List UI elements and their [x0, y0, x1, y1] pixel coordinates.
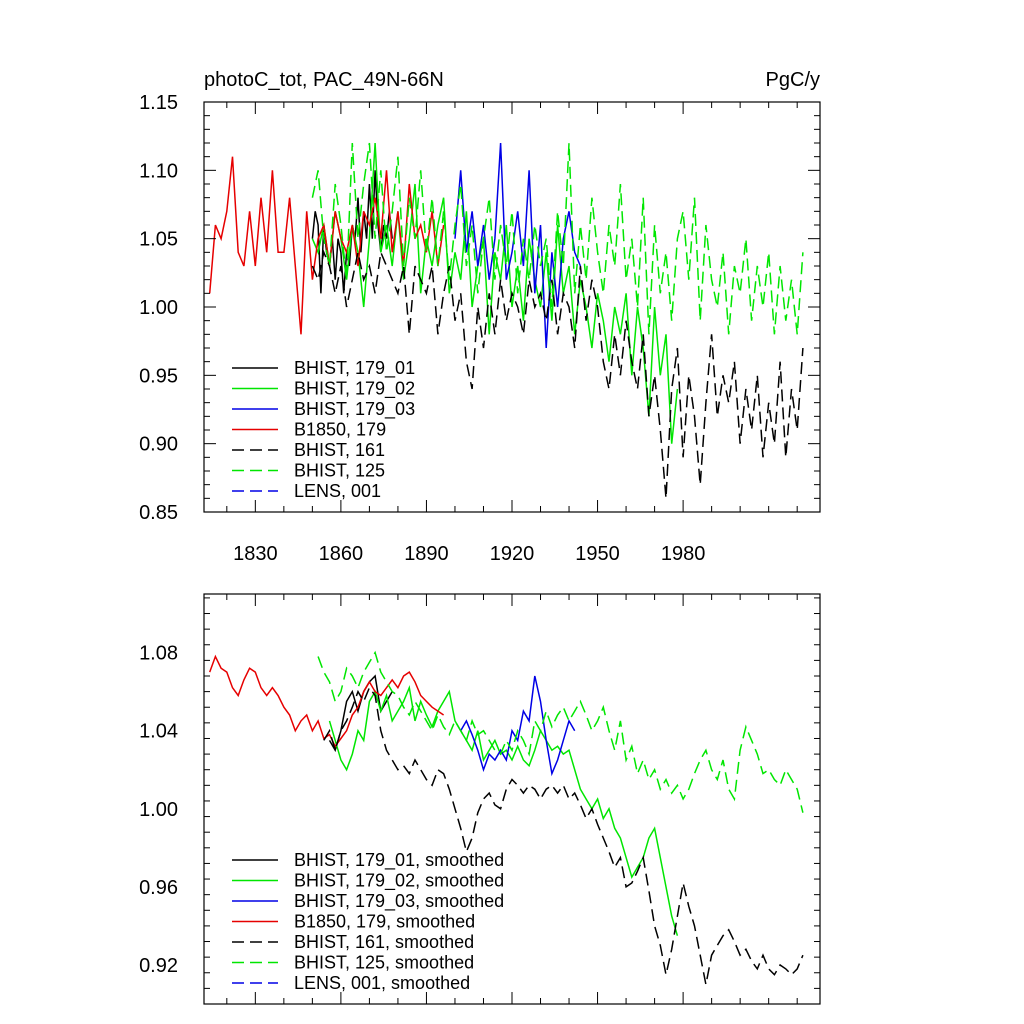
y-tick-label: 0.85 [139, 502, 178, 524]
y-tick-label: 0.96 [139, 877, 178, 899]
legend-label: BHIST, 179_02, smoothed [294, 871, 504, 892]
top-chart-title: photoC_tot, PAC_49N-66N [204, 69, 444, 91]
bottom-series-lines [208, 650, 804, 985]
legend-label: LENS, 001 [294, 481, 381, 501]
x-tick-label: 1980 [661, 543, 706, 565]
series-line-1-4 [323, 686, 804, 985]
legend-label: B1850, 179 [294, 420, 386, 440]
series-line-0-1 [311, 142, 679, 444]
x-tick-label: 1920 [490, 543, 535, 565]
bottom-axis-ticks: 0.92 0.96 1.00 1.04 1.08 [139, 594, 820, 1005]
x-tick-label: 1830 [233, 543, 278, 565]
y-tick-label: 1.04 [139, 721, 178, 743]
series-line-0-5 [311, 142, 804, 335]
x-tick-label: 1950 [575, 543, 620, 565]
series-line-1-3 [208, 654, 445, 748]
legend-label: BHIST, 179_02 [294, 379, 415, 400]
y-tick-label: 1.08 [139, 643, 178, 665]
legend-label: BHIST, 125, smoothed [294, 953, 474, 973]
legend-label: BHIST, 161, smoothed [294, 932, 474, 952]
y-tick-label: 0.95 [139, 365, 178, 387]
top-axis-ticks: 1830 1860 1890 1920 1950 1980 0.85 0.90 0.95 1.00… [139, 92, 820, 565]
legend-label: BHIST, 161 [294, 440, 385, 460]
y-tick-label: 1.05 [139, 229, 178, 251]
legend-label: BHIST, 179_01 [294, 358, 415, 379]
y-tick-label: 1.00 [139, 799, 178, 821]
top-chart-units: PgC/y [766, 69, 820, 91]
y-tick-label: 0.92 [139, 955, 178, 977]
x-tick-label: 1860 [319, 543, 364, 565]
y-tick-label: 1.15 [139, 92, 178, 114]
legend-label: B1850, 179, smoothed [294, 912, 475, 932]
top-panel: photoC_tot, PAC_49N-66N PgC/y 1830 1860 18… [139, 69, 821, 565]
series-line-1-2 [460, 675, 576, 777]
legend-label: BHIST, 179_03 [294, 399, 415, 420]
series-line-0-2 [454, 142, 582, 349]
legend-label: LENS, 001, smoothed [294, 973, 470, 993]
bottom-panel: 0.92 0.96 1.00 1.04 1.08 BHIST, 179_01, smoo… [139, 593, 821, 1005]
series-line-1-5 [317, 650, 804, 813]
y-tick-label: 1.10 [139, 160, 178, 182]
series-line-0-4 [311, 249, 804, 499]
legend-label: BHIST, 179_03, smoothed [294, 891, 504, 912]
y-tick-label: 1.00 [139, 297, 178, 319]
y-tick-label: 0.90 [139, 434, 178, 456]
legend-label: BHIST, 179_01, smoothed [294, 850, 504, 871]
x-tick-label: 1890 [404, 543, 449, 565]
top-series-lines [208, 142, 804, 499]
legend-label: BHIST, 125 [294, 461, 385, 481]
series-line-1-1 [328, 685, 679, 936]
